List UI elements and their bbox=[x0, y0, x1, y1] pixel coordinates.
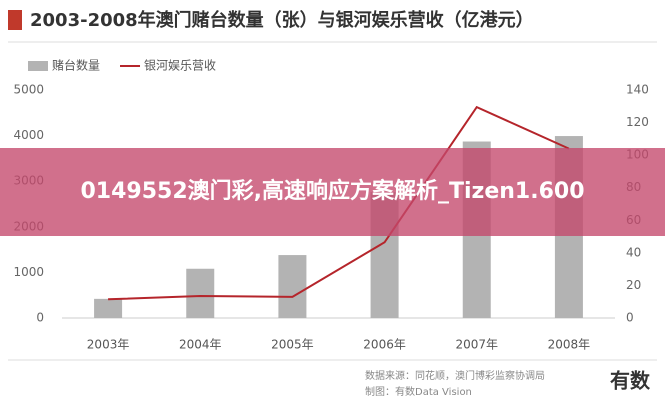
y-tick-label: 1000 bbox=[13, 265, 44, 279]
y-tick-label: 5000 bbox=[13, 83, 44, 97]
overlay-text: 0149552澳门彩,高速响应方案解析_Tizen1.600 bbox=[80, 179, 585, 204]
x-tick-label: 2003年 bbox=[87, 338, 130, 352]
logo: 有数 bbox=[610, 369, 651, 393]
legend-swatch bbox=[28, 61, 48, 71]
legend-label: 银河娱乐营收 bbox=[144, 59, 216, 73]
y-tick-label: 0 bbox=[36, 311, 44, 325]
y2-tick-label: 20 bbox=[626, 278, 641, 292]
legend-label: 赌台数量 bbox=[52, 58, 100, 73]
y2-tick-label: 40 bbox=[626, 245, 641, 259]
y-tick-label: 4000 bbox=[13, 128, 44, 142]
chart-title: 2003-2008年澳门赌台数量（张）与银河娱乐营收（亿港元） bbox=[30, 9, 534, 31]
x-tick-label: 2006年 bbox=[363, 338, 406, 352]
x-tick-label: 2008年 bbox=[548, 338, 591, 352]
overlay-banner: 0149552澳门彩,高速响应方案解析_Tizen1.600 bbox=[0, 148, 665, 236]
x-tick-label: 2004年 bbox=[179, 338, 222, 352]
credit: 制图：有数Data Vision bbox=[365, 385, 472, 398]
y2-tick-label: 140 bbox=[626, 83, 649, 97]
x-tick-label: 2007年 bbox=[455, 338, 498, 352]
bar bbox=[278, 255, 307, 318]
x-tick-label: 2005年 bbox=[271, 338, 314, 352]
y2-tick-label: 120 bbox=[626, 115, 649, 129]
bar bbox=[186, 268, 215, 318]
line bbox=[108, 105, 570, 301]
source: 数据来源：同花顺，澳门博彩监察协调局 bbox=[365, 369, 545, 382]
bar bbox=[94, 298, 123, 318]
title-marker bbox=[8, 10, 22, 30]
y2-tick-label: 0 bbox=[626, 311, 634, 325]
